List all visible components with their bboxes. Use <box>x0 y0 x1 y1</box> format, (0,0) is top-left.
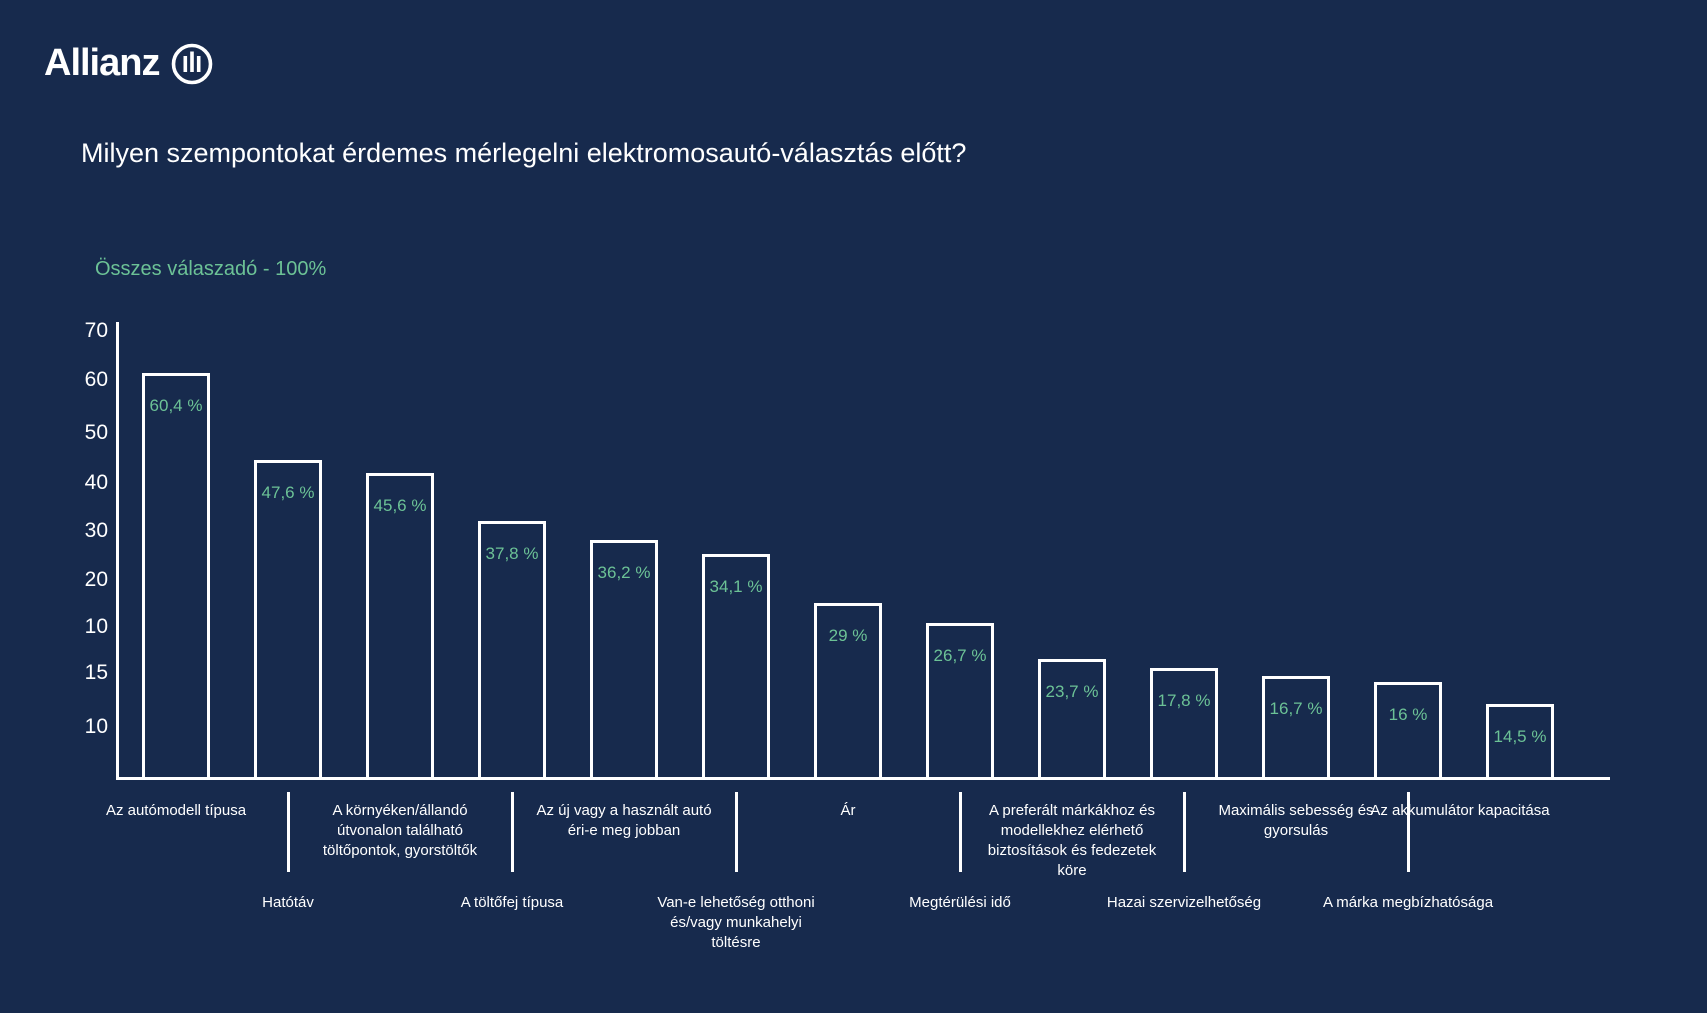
bar-value-label: 14,5 % <box>1493 727 1547 746</box>
bar-value-label: 17,8 % <box>1157 691 1211 710</box>
category-label-row2: A márka megbízhatósága <box>1322 894 1494 911</box>
brand-wordmark: Allianz <box>44 42 160 84</box>
bar: 37,8 % <box>478 521 546 780</box>
bar: 23,7 % <box>1038 659 1106 780</box>
bar-value-label: 37,8 % <box>485 544 539 563</box>
bar-value-label: 36,2 % <box>597 563 651 582</box>
bar: 36,2 % <box>590 540 658 780</box>
y-axis-tick: 15 <box>84 661 108 684</box>
category-label-row2: Hatótáv <box>262 894 314 911</box>
page-title: Milyen szempontokat érdemes mérlegelni e… <box>81 138 967 168</box>
y-axis-tick: 10 <box>84 615 108 638</box>
category-label-row1: Maximális sebesség és gyorsulás <box>1218 802 1374 839</box>
allianz-logo-icon <box>171 43 213 85</box>
allianz-logo: Allianz <box>44 42 213 85</box>
category-label-row2: A töltőfej típusa <box>460 894 564 911</box>
y-axis-tick: 70 <box>84 319 108 342</box>
bar: 29 % <box>814 603 882 780</box>
bar: 34,1 % <box>702 554 770 780</box>
y-axis-tick: 10 <box>84 715 108 738</box>
bar-value-label: 34,1 % <box>709 577 763 596</box>
category-label-row1: Az akkumulátor kapacitása <box>1370 802 1550 819</box>
category-divider <box>511 792 514 872</box>
bar-value-label: 29 % <box>828 626 868 645</box>
category-label-row1: Az autómodell típusa <box>105 802 247 819</box>
category-label-row2: Megtérülési idő <box>909 894 1011 911</box>
y-axis-tick: 30 <box>84 519 108 542</box>
bar: 45,6 % <box>366 473 434 780</box>
category-divider <box>1407 792 1410 872</box>
y-axis-line <box>116 322 119 780</box>
category-divider <box>959 792 962 872</box>
category-label-row2: Van-e lehetőség otthoni és/vagy munkahel… <box>657 894 815 951</box>
bar: 47,6 % <box>254 460 322 780</box>
bar: 16 % <box>1374 682 1442 780</box>
bar-value-label: 45,6 % <box>373 496 427 515</box>
bar: 17,8 % <box>1150 668 1218 780</box>
chart-subtitle: Összes válaszadó - 100% <box>95 258 327 280</box>
category-divider <box>735 792 738 872</box>
bar-value-label: 47,6 % <box>261 483 315 502</box>
bar-value-label: 16,7 % <box>1269 699 1323 718</box>
bar-value-label: 16 % <box>1388 705 1428 724</box>
bar: 14,5 % <box>1486 704 1554 780</box>
y-axis-tick: 50 <box>84 421 108 444</box>
category-label-row1: Ár <box>840 802 856 819</box>
category-divider <box>287 792 290 872</box>
category-label-row1: Az új vagy a használt autó éri-e meg job… <box>536 802 712 839</box>
bar-value-label: 23,7 % <box>1045 682 1099 701</box>
y-axis-tick: 40 <box>84 471 108 494</box>
y-axis-tick: 60 <box>84 368 108 391</box>
bar: 60,4 % <box>142 373 210 780</box>
bar-value-label: 60,4 % <box>149 396 203 415</box>
category-divider <box>1183 792 1186 872</box>
y-axis-tick: 20 <box>84 568 108 591</box>
category-label-row2: Hazai szervizelhetőség <box>1106 894 1262 911</box>
bar-value-label: 26,7 % <box>933 646 987 665</box>
category-label-row1: A környéken/állandó útvonalon található … <box>322 802 478 859</box>
bar: 16,7 % <box>1262 676 1330 780</box>
category-label-row1: A preferált márkákhoz és modellekhez elé… <box>987 802 1157 879</box>
bar: 26,7 % <box>926 623 994 780</box>
